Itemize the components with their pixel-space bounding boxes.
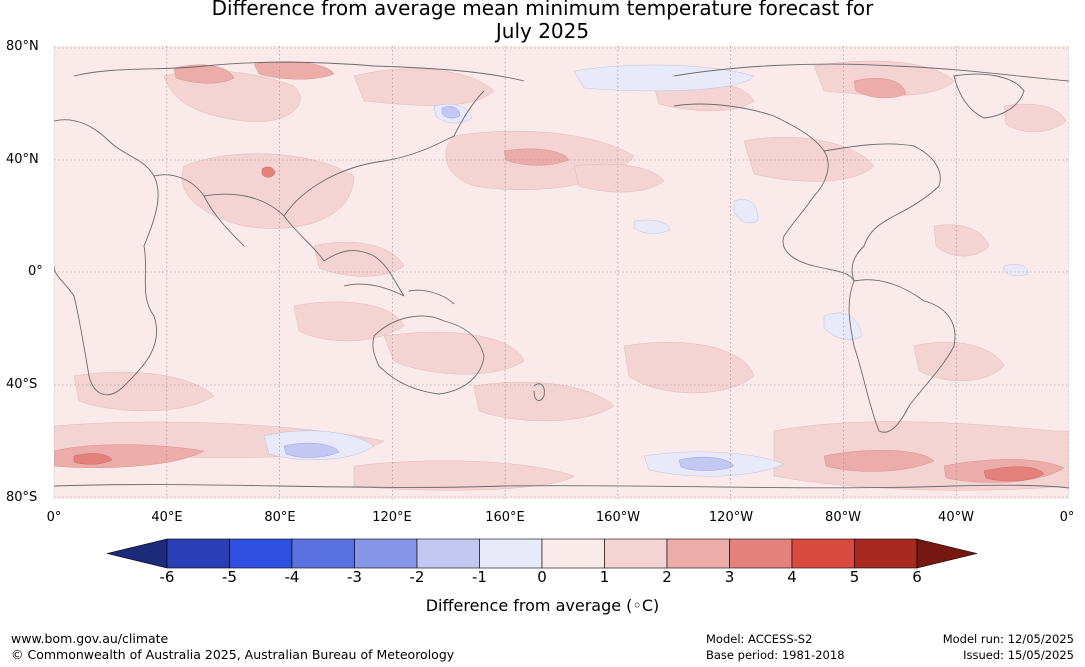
colorbar-bin [791, 538, 855, 569]
colorbar-tick-label: 4 [787, 568, 797, 586]
footer-issued: Issued: 15/05/2025 [963, 648, 1074, 662]
lon-label-80w: 80°W [825, 510, 861, 525]
colorbar-bin [229, 538, 293, 569]
positive-anomaly-zones [54, 60, 1069, 491]
colorbar-extend-low [106, 538, 168, 569]
title-line-2: July 2025 [495, 19, 590, 43]
lon-label-40e: 40°E [151, 510, 183, 525]
colorbar-tick-label: -2 [409, 568, 425, 586]
chart-title: Difference from average mean minimum tem… [0, 0, 1085, 43]
colorbar-tick-label: 6 [912, 568, 922, 586]
colorbar-bin [604, 538, 668, 569]
lon-label-80e: 80°E [264, 510, 296, 525]
colorbar [106, 538, 978, 569]
lat-label-40n: 40°N [6, 152, 39, 167]
colorbar-bin [729, 538, 793, 569]
colorbar-bin [479, 538, 543, 569]
lat-label-80n: 80°N [6, 39, 39, 54]
lon-label-160e: 160°E [485, 510, 525, 525]
lon-label-0-right: 0° [1059, 510, 1075, 525]
footer-model: Model: ACCESS-S2 [706, 632, 813, 646]
colorbar-tick-label: -3 [347, 568, 362, 586]
moderate-negative-zones [283, 106, 735, 471]
footer-copyright: © Commonwealth of Australia 2025, Austra… [11, 647, 455, 662]
colorbar-bin [291, 538, 355, 569]
colorbar-extend-high [916, 538, 978, 569]
colorbar-tick-label: 1 [599, 568, 610, 586]
colorbar-tick-label: -4 [284, 568, 300, 586]
lat-label-80s: 80°S [6, 490, 38, 505]
colorbar-tick-label: -6 [159, 568, 175, 586]
lon-label-40w: 40°W [938, 510, 974, 525]
lon-label-0-left: 0° [46, 510, 62, 525]
title-line-1: Difference from average mean minimum tem… [211, 0, 874, 20]
lat-label-40s: 40°S [6, 377, 38, 392]
colorbar-tick-label: 0 [537, 568, 547, 586]
colorbar-label: Difference from average (◦C) [425, 596, 660, 615]
colorbar-tick-label: 3 [724, 568, 735, 586]
colorbar-bin [416, 538, 480, 569]
colorbar-tick-label: 2 [662, 568, 672, 586]
footer-base-period: Base period: 1981-2018 [706, 648, 845, 662]
footer-website: www.bom.gov.au/climate [11, 631, 169, 646]
lat-label-equator: 0° [28, 264, 43, 279]
lon-label-160w: 160°W [595, 510, 641, 525]
lon-label-120w: 120°W [708, 510, 754, 525]
colorbar-bin [854, 538, 918, 569]
colorbar-bin [541, 538, 605, 569]
colorbar-bin [354, 538, 418, 569]
colorbar-tick-label: -1 [472, 568, 487, 586]
footer-model-run: Model run: 12/05/2025 [942, 632, 1074, 646]
colorbar-tick-label: -5 [222, 568, 237, 586]
graticule [54, 46, 1069, 499]
colorbar-bin [666, 538, 730, 569]
coastlines [54, 61, 1069, 489]
world-anomaly-map [54, 46, 1069, 499]
strong-positive-zones [73, 166, 1045, 482]
colorbar-bin [166, 538, 230, 569]
lon-label-120e: 120°E [372, 510, 412, 525]
colorbar-tick-label: 5 [849, 568, 860, 586]
